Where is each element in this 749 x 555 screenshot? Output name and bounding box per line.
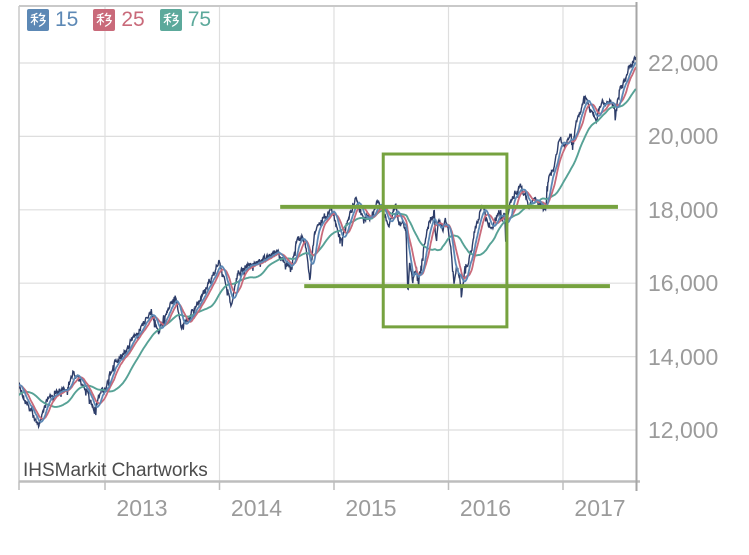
ma75-line (19, 88, 636, 408)
y-axis-label: 20,000 (648, 123, 719, 150)
legend-item-ma15[interactable]: 15 (27, 9, 78, 31)
y-axis-label: 12,000 (648, 417, 719, 443)
annotations (280, 152, 618, 329)
y-axis-label: 18,000 (648, 196, 719, 223)
ma25-badge-icon (93, 9, 116, 31)
x-axis-label: 2016 (459, 495, 512, 521)
legend: 15 25 75 (27, 9, 211, 31)
ma15-badge-icon (27, 9, 49, 31)
gridlines (19, 6, 636, 482)
highlight-box (381, 152, 509, 329)
data-series (19, 55, 636, 430)
legend-item-ma75[interactable]: 75 (159, 8, 212, 31)
x-axis-label: 2017 (574, 495, 626, 521)
legend-item-ma25[interactable]: 25 (93, 8, 145, 31)
y-axis-label: 16,000 (648, 270, 719, 297)
legend-item-label: 15 (55, 8, 79, 31)
ma15-line (19, 62, 636, 423)
watermark: IHSMarkit Chartworks (23, 460, 208, 481)
y-axis-label: 14,000 (648, 343, 719, 370)
x-axis-label: 2015 (345, 495, 397, 521)
x-axis-label: 2014 (230, 495, 283, 521)
plot-border (18, 2, 640, 491)
ma75-badge-icon (159, 9, 182, 31)
legend-item-label: 75 (187, 8, 212, 31)
legend-item-label: 25 (121, 8, 145, 31)
y-axis-label: 22,000 (648, 50, 719, 76)
price-series-line (19, 55, 636, 430)
ma25-line (19, 66, 636, 420)
x-axis-label: 2013 (116, 495, 168, 521)
